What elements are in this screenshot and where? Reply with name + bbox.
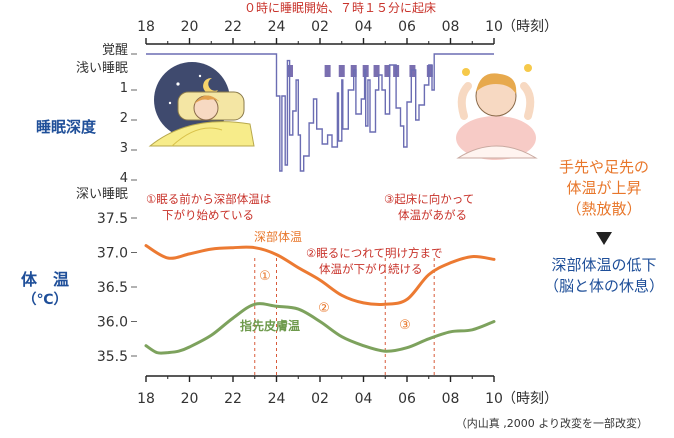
temperature-dashed-lines <box>254 258 435 376</box>
side-note-1-line-3: （熱放散） <box>566 200 641 218</box>
side-note-1-line-2: 体温が上昇 <box>566 179 641 197</box>
waking-woman-illustration <box>456 64 538 160</box>
bottom-axis-tick-label: 22 <box>224 391 242 407</box>
sleep-depth-tick-label: 2 <box>120 111 128 126</box>
sleeping-woman-illustration <box>148 62 255 147</box>
finger-temperature-line <box>144 302 496 355</box>
sleep-depth-tick-label: 深い睡眠 <box>76 187 128 202</box>
note-1-line-2: 下がり始めている <box>162 208 254 222</box>
note-2-line-2: 体温が下がり続ける <box>319 262 423 276</box>
top-axis-tick-label: 04 <box>355 19 373 35</box>
top-axis-tick-label: 18 <box>137 19 155 35</box>
core-temperature-line <box>144 244 496 307</box>
temperature-tick-label: 36.0 <box>97 315 128 331</box>
temperature-label-1: 体 温 <box>21 270 69 289</box>
bottom-time-axis: 18 20 22 24 02 04 06 08 10 <box>137 375 503 407</box>
sleep-depth-tick-label: 4 <box>120 171 128 186</box>
sleep-depth-label: 睡眠深度 <box>36 118 97 136</box>
core-temp-legend: 深部体温 <box>254 229 302 244</box>
side-note-2-line-2: （脳と体の休息） <box>544 277 664 295</box>
temperature-tick-labels: 35.5 36.0 36.5 37.0 37.5 <box>97 211 137 365</box>
temperature-chart: 35.536.036.537.037.5 18 20 22 24 02 04 06 08 10 … <box>21 211 558 407</box>
annotations: ①眠る前から深部体温は 下がり始めている ②眠るにつれて明け方まで 体温が下がり… <box>146 158 664 430</box>
temperature-tick-label: 37.5 <box>97 211 128 227</box>
bottom-axis-tick-label: 24 <box>268 391 286 407</box>
sleep-depth-tick-label: 浅い睡眠 <box>76 61 128 76</box>
note-3-line-1: ③起床に向かって <box>384 192 474 206</box>
phase-1-label: ① <box>259 269 271 284</box>
top-time-axis: 18 20 22 24 02 04 06 08 10 <box>137 19 503 45</box>
sleep-chart-title: ０時に睡眠開始、７時１５分に起床 <box>244 1 436 15</box>
note-3-line-2: 体温があがる <box>398 208 467 222</box>
bottom-axis-tick-label: 18 <box>137 391 155 407</box>
wake-marker <box>338 65 345 77</box>
top-axis-tick-label: 22 <box>224 19 242 35</box>
phase-2-label: ② <box>318 301 330 316</box>
temperature-tick-label: 36.5 <box>97 280 128 296</box>
top-axis-tick-label: 24 <box>268 19 286 35</box>
bottom-axis-tick-label: 08 <box>442 391 460 407</box>
note-1-line-1: ①眠る前から深部体温は <box>146 192 271 206</box>
bottom-axis-tick-label: 20 <box>181 391 199 407</box>
bottom-axis-tick-label: 04 <box>355 391 373 407</box>
top-axis-tick-label: 10 <box>485 19 503 35</box>
sleep-chart: ０時に睡眠開始、７時１５分に起床 18 20 22 24 02 04 06 08 10 （時刻）… <box>36 1 558 202</box>
top-axis-tick-label: 02 <box>311 19 329 35</box>
bottom-axis-tick-label: 02 <box>311 391 329 407</box>
triangle-down-icon <box>596 232 612 245</box>
note-2-line-1: ②眠るにつれて明け方まで <box>306 246 442 260</box>
top-axis-tick-label: 20 <box>181 19 199 35</box>
top-axis-tick-label: 08 <box>442 19 460 35</box>
top-axis-unit: （時刻） <box>502 19 558 35</box>
wake-marker <box>384 65 391 77</box>
bottom-axis-tick-label: 06 <box>398 391 416 407</box>
sleep-depth-tick-label: 3 <box>120 141 128 156</box>
sleep-depth-tick-label: 1 <box>120 81 128 96</box>
sleep-hypnogram-line <box>146 53 494 172</box>
wake-marker <box>426 65 433 77</box>
temperature-series <box>144 244 496 355</box>
sleep-depth-tick-label: 覚醒 <box>102 43 128 58</box>
temperature-tick-label: 35.5 <box>97 349 128 365</box>
source-note: （内山真 ,2000 より改変を一部改変） <box>456 416 648 430</box>
temperature-label-2: （℃） <box>23 292 68 308</box>
bottom-axis-unit: （時刻） <box>502 391 558 407</box>
side-note-1-line-1: 手先や足先の <box>559 158 649 176</box>
top-axis-tick-label: 06 <box>398 19 416 35</box>
side-note-2-line-1: 深部体温の低下 <box>551 256 656 274</box>
finger-temp-legend: 指先皮膚温 <box>240 318 300 333</box>
wake-marker <box>409 65 416 77</box>
phase-3-label: ③ <box>399 318 411 333</box>
wake-marker <box>373 65 380 77</box>
temperature-tick-label: 37.0 <box>97 246 128 262</box>
wake-marker <box>324 65 331 77</box>
bottom-axis-tick-label: 10 <box>485 391 503 407</box>
